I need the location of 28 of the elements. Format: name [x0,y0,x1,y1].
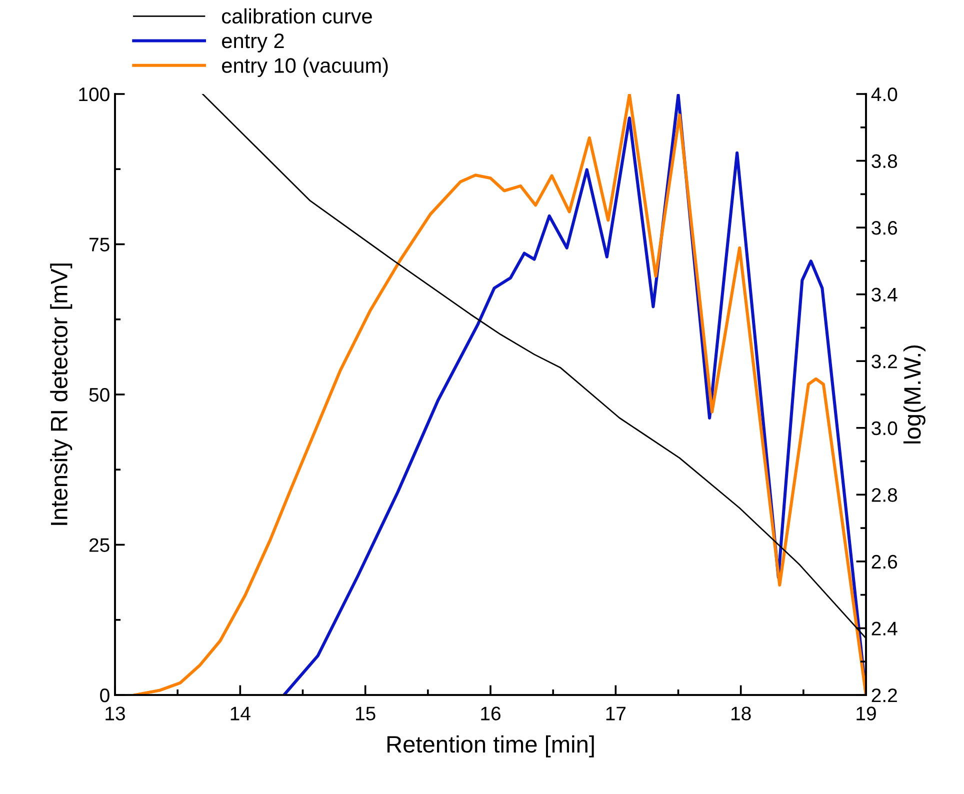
x-tick-label: 19 [856,706,876,720]
y2-tick-label: 2.8 [872,488,898,502]
legend-label: calibration curve [222,8,372,24]
y2-tick-label: 3.0 [872,421,898,436]
y2-tick-label: 2.6 [872,554,898,569]
x-tick-label: 18 [732,706,751,720]
x-axis-title: Retention time [min] [387,735,594,758]
y-tick-label: 100 [79,87,110,102]
legend-label: entry 10 (vacuum) [222,58,388,78]
y-tick-label: 75 [90,238,110,252]
x-tick-label: 15 [356,706,376,720]
legend-label: entry 2 [222,34,284,52]
y2-tick-label: 2.2 [872,688,897,702]
y-tick-label: 0 [100,688,110,702]
y-tick-label: 25 [89,538,110,552]
y2-tick-label: 3.8 [872,154,898,168]
y2-tick-label: 4.0 [871,87,898,102]
y2-tick-label: 2.4 [872,622,898,636]
y2-tick-label: 3.6 [872,221,898,235]
y2-axis-title: log(M.W.) [903,345,926,444]
x-tick-label: 13 [106,706,125,720]
y2-tick-label: 3.2 [872,354,897,368]
y-tick-label: 50 [89,388,110,402]
x-tick-label: 17 [606,706,626,720]
x-tick-label: 16 [481,706,500,720]
x-tick-label: 14 [230,706,250,720]
y2-tick-label: 3.4 [872,288,898,302]
y-axis-title: Intensity RI detector [mV] [50,264,72,525]
